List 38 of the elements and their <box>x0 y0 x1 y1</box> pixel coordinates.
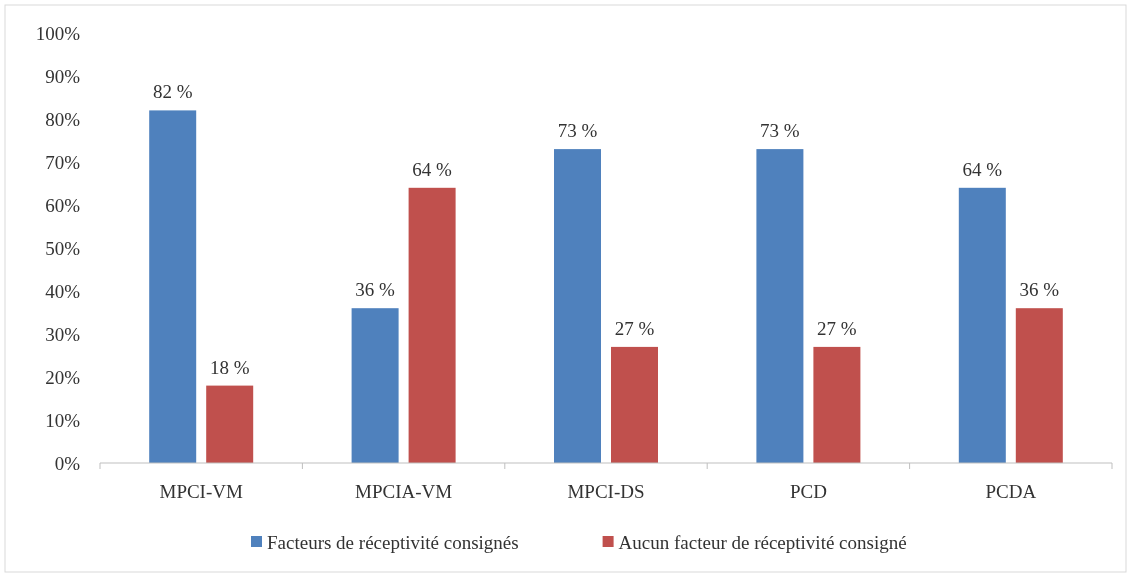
bar <box>756 149 804 463</box>
bar <box>554 149 601 463</box>
data-label: 36 % <box>355 279 396 301</box>
x-tick-label: PCD <box>789 481 827 502</box>
y-tick-label: 80% <box>45 108 81 130</box>
x-tick-label: PCDA <box>985 481 1037 502</box>
y-tick-label: 50% <box>45 237 81 259</box>
bar <box>149 110 197 463</box>
y-tick-label: 90% <box>45 65 81 87</box>
bar <box>958 187 1006 463</box>
bar <box>813 346 861 463</box>
y-tick-label: 40% <box>45 280 81 302</box>
data-label: 64 % <box>962 158 1003 180</box>
x-tick-label: MPCI-VM <box>159 481 244 502</box>
y-tick-label: 70% <box>45 151 81 173</box>
bar <box>206 385 254 463</box>
legend-label: Facteurs de réceptivité consignés <box>267 531 519 553</box>
y-tick-label: 100% <box>35 22 81 44</box>
x-tick-label: MPCI-DS <box>567 481 645 502</box>
data-label: 18 % <box>209 356 250 378</box>
data-label: 36 % <box>1019 279 1060 301</box>
bar <box>611 346 658 463</box>
bar <box>351 308 399 463</box>
legend-label: Aucun facteur de réceptivité consigné <box>618 531 907 553</box>
y-tick-label: 10% <box>45 409 81 431</box>
data-label: 73 % <box>760 120 800 142</box>
y-tick-label: 0% <box>54 452 81 474</box>
data-label: 64 % <box>412 158 453 180</box>
data-label: 73 % <box>557 120 598 142</box>
data-label: 27 % <box>614 317 655 339</box>
y-tick-label: 30% <box>45 323 81 345</box>
y-tick-label: 60% <box>45 194 81 216</box>
x-tick-label: MPCIA-VM <box>355 481 453 502</box>
bar <box>408 187 456 463</box>
bar <box>1015 308 1063 463</box>
y-tick-label: 20% <box>45 366 81 388</box>
data-label: 27 % <box>817 317 857 339</box>
data-label: 82 % <box>152 81 193 103</box>
